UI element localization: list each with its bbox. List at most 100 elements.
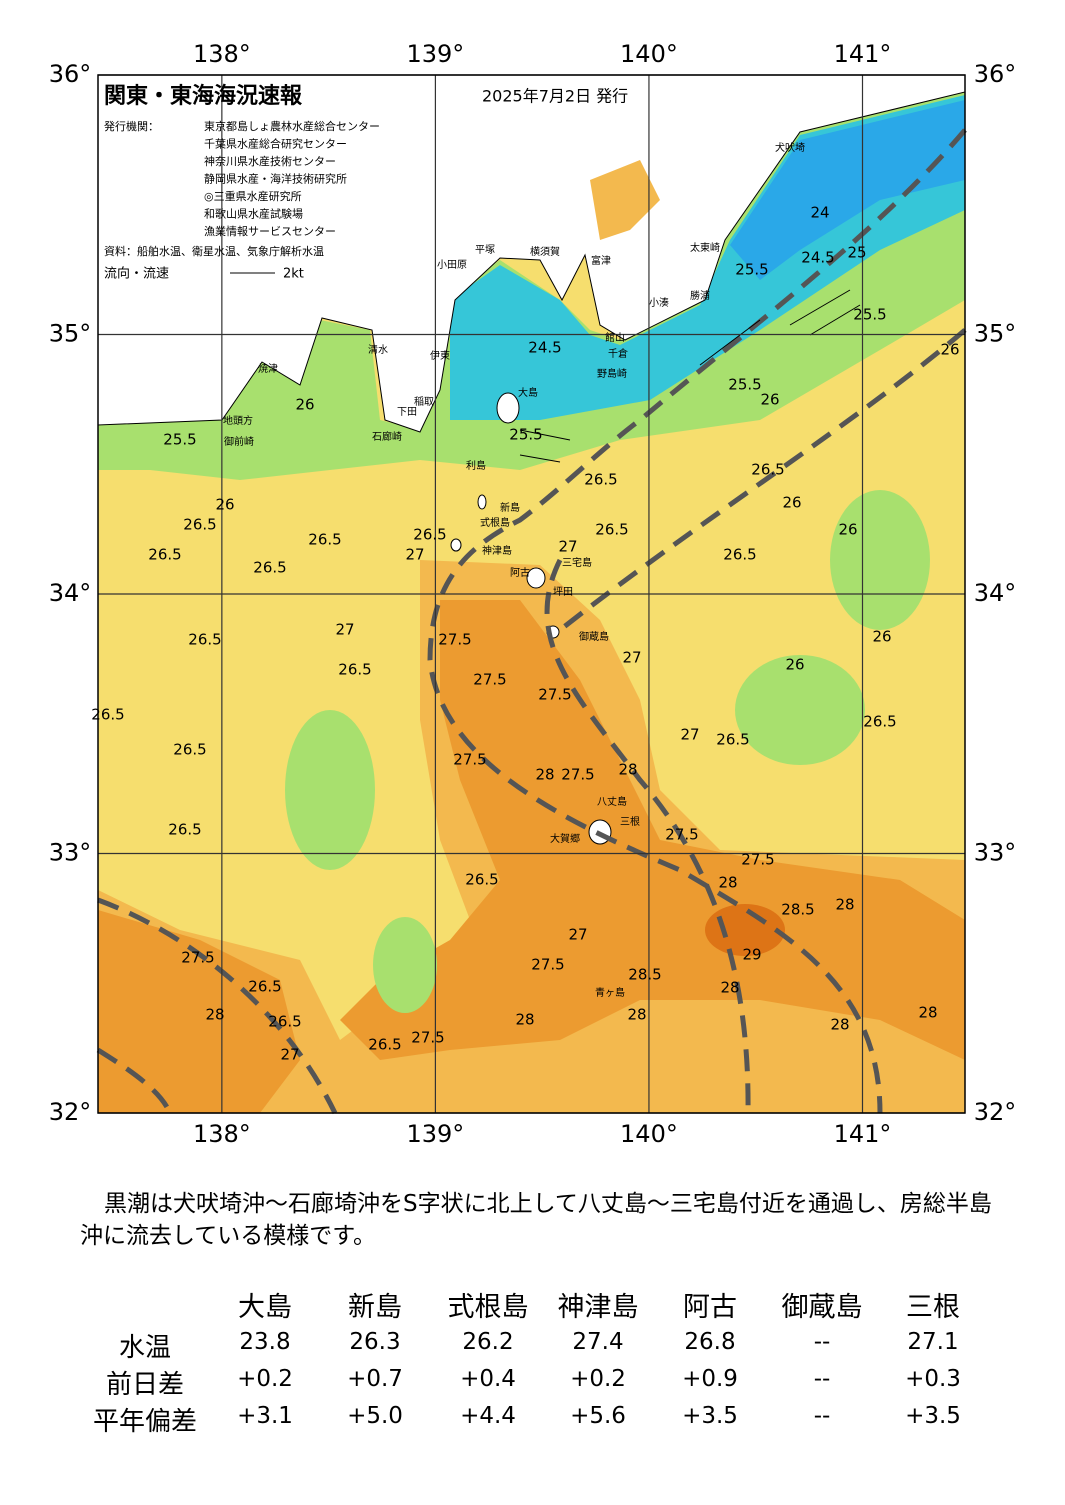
lat-tick-label: 33°	[974, 839, 1017, 867]
table-cell: 26.3	[349, 1329, 401, 1355]
contour-label: 26.5	[595, 521, 628, 539]
place-label: 勝浦	[690, 289, 710, 302]
table-cell: +3.5	[905, 1403, 961, 1429]
contour-label: 26	[785, 656, 804, 674]
lat-tick-label: 34°	[974, 579, 1017, 607]
cool-patch	[830, 490, 930, 630]
table-cell: 阿古	[683, 1292, 737, 1323]
table-cell: 27.4	[572, 1329, 624, 1355]
contour-label: 26.5	[584, 471, 617, 489]
contour-label: 27	[568, 926, 587, 944]
contour-label: 28	[835, 896, 854, 914]
place-label: 伊東	[430, 349, 450, 362]
hot-spot	[705, 904, 785, 956]
contour-label: 26	[215, 496, 234, 514]
warmer-zone	[340, 600, 965, 1060]
contour-label: 27.5	[453, 751, 486, 769]
contour-label: 24.5	[801, 249, 834, 267]
place-label: 御前崎	[224, 435, 254, 448]
contour-label: 26	[760, 391, 779, 409]
contour-label: 28	[515, 1011, 534, 1029]
contour-label: 27	[680, 726, 699, 744]
table-cell: --	[813, 1329, 831, 1355]
issuer: 千葉県水産総合研究センター	[204, 137, 347, 151]
contour-label: 26.5	[863, 713, 896, 731]
table-cell: +0.2	[570, 1366, 626, 1392]
issuer: ◎三重県水産研究所	[204, 189, 302, 203]
contour-label: 28	[720, 979, 739, 997]
cool-patch	[735, 655, 865, 765]
table-cell: 大島	[238, 1292, 292, 1323]
flow-arrow	[789, 289, 851, 326]
contour-label: 27.5	[538, 686, 571, 704]
contour-label: 27.5	[531, 956, 564, 974]
contour-label: 26	[782, 494, 801, 512]
lat-tick-label: 32°	[49, 1098, 92, 1126]
cool-patch	[373, 917, 437, 1013]
contour-label: 26.5	[716, 731, 749, 749]
table-cell: +0.3	[905, 1366, 961, 1392]
island	[496, 392, 520, 424]
island	[526, 567, 546, 589]
place-label: 阿古	[510, 566, 530, 579]
table-cell: +4.4	[460, 1403, 516, 1429]
kuroshio-line	[427, 128, 967, 1114]
contour-label: 28	[618, 761, 637, 779]
contour-label: 27.5	[473, 671, 506, 689]
contour-label: 26	[838, 521, 857, 539]
flow-arrow	[699, 319, 761, 366]
contour-label: 26.5	[368, 1036, 401, 1054]
table-cell: 23.8	[239, 1329, 291, 1355]
contour-label: 25.5	[509, 426, 542, 444]
map-frame	[97, 74, 966, 1114]
lon-tick-label: 139°	[406, 1120, 464, 1148]
table-cell: 26.2	[462, 1329, 514, 1355]
land	[97, 74, 966, 433]
contour-label: 28	[535, 766, 554, 784]
contour-label: 26.5	[253, 559, 286, 577]
contour-label: 27.5	[181, 949, 214, 967]
contour-label: 28	[918, 1004, 937, 1022]
contour-label: 26.5	[148, 546, 181, 564]
summary-text: 黒潮は犬吠埼沖～石廊埼沖をS字状に北上して八丈島～三宅島付近を通過し、房総半島沖…	[80, 1191, 992, 1249]
place-label: 稲取	[414, 396, 434, 408]
place-label: 神津島	[482, 544, 512, 557]
contour-label: 25.5	[735, 261, 768, 279]
issuer: 神奈川県水産技術センター	[204, 154, 336, 168]
flow-arrow	[519, 429, 571, 441]
issuer: 和歌山県水産試験場	[204, 207, 303, 221]
contour-label: 26	[940, 341, 959, 359]
flow-scale: 2kt	[283, 267, 304, 282]
place-label: 石廊崎	[372, 430, 402, 443]
map-title: 関東・東海海況速報	[104, 83, 303, 109]
place-label: 富津	[591, 254, 611, 267]
temperature-table: 大島 新島 式根島 神津島 阿古 御蔵島 三根 水温 23.8 26.3 26.2 27.4 26.8 -…	[0, 1285, 1065, 1445]
place-label: 大賀郷	[550, 832, 580, 845]
lon-tick-label: 139°	[406, 40, 464, 68]
contour-label: 27.5	[438, 631, 471, 649]
table-cell: --	[813, 1403, 831, 1429]
contour-label: 26	[295, 396, 314, 414]
contour-label: 26.5	[168, 821, 201, 839]
contour-label: 25.5	[853, 306, 886, 324]
contour-label: 25	[847, 244, 866, 262]
lat-tick-label: 35°	[974, 320, 1017, 348]
contour-label: 27	[558, 538, 577, 556]
contour-label: 27	[405, 546, 424, 564]
lon-tick-label: 138°	[193, 40, 251, 68]
table-cell: +0.7	[347, 1366, 403, 1392]
contour-label: 27.5	[561, 766, 594, 784]
contour-label: 25.5	[728, 376, 761, 394]
place-label: 横須賀	[530, 245, 560, 258]
table-cell: 前日差	[105, 1370, 185, 1400]
contour-label: 27.5	[411, 1029, 444, 1047]
lon-tick-label: 138°	[193, 1120, 251, 1148]
place-label: 御蔵島	[579, 630, 609, 643]
table-cell: 平年偏差	[92, 1407, 198, 1437]
warmer-zone-west	[98, 910, 300, 1113]
contour-label: 27	[335, 621, 354, 639]
place-label: 小湊	[649, 296, 669, 309]
contour-label: 26.5	[268, 1013, 301, 1031]
contour-label: 26.5	[308, 531, 341, 549]
